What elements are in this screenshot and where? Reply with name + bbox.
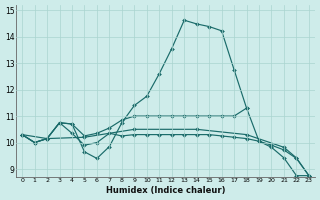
X-axis label: Humidex (Indice chaleur): Humidex (Indice chaleur) bbox=[106, 186, 225, 195]
